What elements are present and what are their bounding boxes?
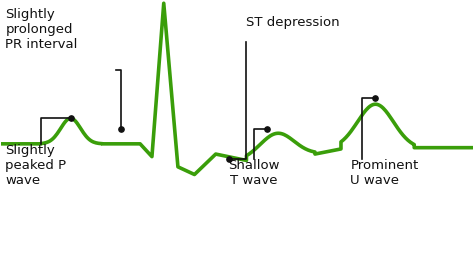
Text: Slightly
prolonged
PR interval: Slightly prolonged PR interval xyxy=(5,8,78,51)
Text: Prominent
U wave: Prominent U wave xyxy=(350,159,419,187)
Text: Shallow
T wave: Shallow T wave xyxy=(228,159,279,187)
Text: Slightly
peaked P
wave: Slightly peaked P wave xyxy=(5,144,66,187)
Text: ST depression: ST depression xyxy=(246,16,340,29)
